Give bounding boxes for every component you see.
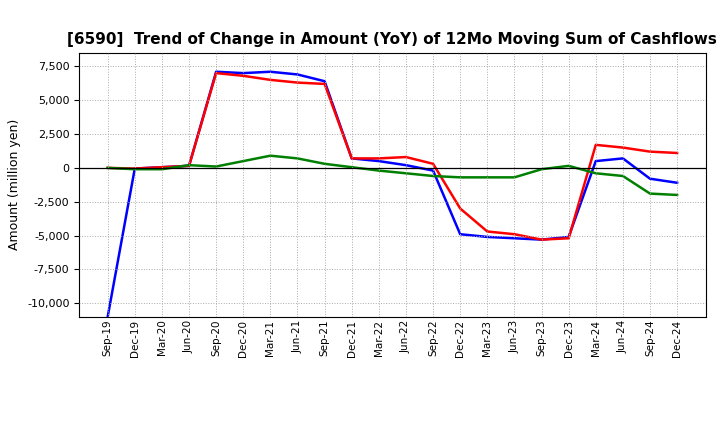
Operating Cashflow (212, 70, 220, 76)
Title: [6590]  Trend of Change in Amount (YoY) of 12Mo Moving Sum of Cashflows: [6590] Trend of Change in Amount (YoY) o… (68, 33, 717, 48)
Investing Cashflow (646, 191, 654, 196)
Operating Cashflow (130, 166, 139, 171)
Free Cashflow (591, 158, 600, 164)
Investing Cashflow (239, 158, 248, 164)
Free Cashflow (239, 70, 248, 76)
Free Cashflow (646, 176, 654, 181)
Operating Cashflow (320, 81, 329, 87)
Operating Cashflow (537, 237, 546, 242)
Operating Cashflow (672, 150, 681, 156)
Investing Cashflow (374, 168, 383, 173)
Investing Cashflow (456, 175, 464, 180)
Free Cashflow (293, 72, 302, 77)
Investing Cashflow (672, 192, 681, 198)
Investing Cashflow (158, 167, 166, 172)
Free Cashflow (402, 162, 410, 168)
Free Cashflow (672, 180, 681, 185)
Investing Cashflow (428, 173, 437, 179)
Free Cashflow (618, 156, 627, 161)
Investing Cashflow (293, 156, 302, 161)
Operating Cashflow (618, 145, 627, 150)
Free Cashflow (456, 231, 464, 237)
Free Cashflow (266, 69, 275, 74)
Free Cashflow (185, 163, 194, 169)
Investing Cashflow (537, 167, 546, 172)
Line: Investing Cashflow: Investing Cashflow (108, 156, 677, 195)
Investing Cashflow (564, 163, 573, 169)
Operating Cashflow (374, 156, 383, 161)
Free Cashflow (510, 236, 518, 241)
Y-axis label: Amount (million yen): Amount (million yen) (9, 119, 22, 250)
Operating Cashflow (293, 80, 302, 85)
Free Cashflow (428, 168, 437, 173)
Operating Cashflow (185, 163, 194, 169)
Operating Cashflow (510, 231, 518, 237)
Operating Cashflow (348, 156, 356, 161)
Free Cashflow (483, 234, 492, 239)
Operating Cashflow (402, 154, 410, 160)
Free Cashflow (104, 314, 112, 319)
Investing Cashflow (266, 153, 275, 158)
Investing Cashflow (212, 164, 220, 169)
Operating Cashflow (158, 165, 166, 170)
Investing Cashflow (510, 175, 518, 180)
Free Cashflow (348, 156, 356, 161)
Free Cashflow (320, 79, 329, 84)
Free Cashflow (564, 234, 573, 239)
Investing Cashflow (591, 171, 600, 176)
Free Cashflow (130, 166, 139, 171)
Line: Operating Cashflow: Operating Cashflow (108, 73, 677, 240)
Operating Cashflow (456, 206, 464, 211)
Investing Cashflow (320, 161, 329, 166)
Investing Cashflow (483, 175, 492, 180)
Operating Cashflow (564, 236, 573, 241)
Free Cashflow (158, 165, 166, 170)
Investing Cashflow (130, 167, 139, 172)
Line: Free Cashflow: Free Cashflow (108, 72, 677, 317)
Free Cashflow (374, 158, 383, 164)
Investing Cashflow (348, 165, 356, 170)
Free Cashflow (537, 237, 546, 242)
Operating Cashflow (483, 229, 492, 234)
Operating Cashflow (428, 161, 437, 166)
Investing Cashflow (618, 173, 627, 179)
Operating Cashflow (239, 73, 248, 78)
Investing Cashflow (185, 162, 194, 168)
Investing Cashflow (104, 165, 112, 171)
Operating Cashflow (591, 142, 600, 147)
Operating Cashflow (646, 149, 654, 154)
Operating Cashflow (104, 165, 112, 171)
Investing Cashflow (402, 171, 410, 176)
Free Cashflow (212, 69, 220, 74)
Operating Cashflow (266, 77, 275, 83)
